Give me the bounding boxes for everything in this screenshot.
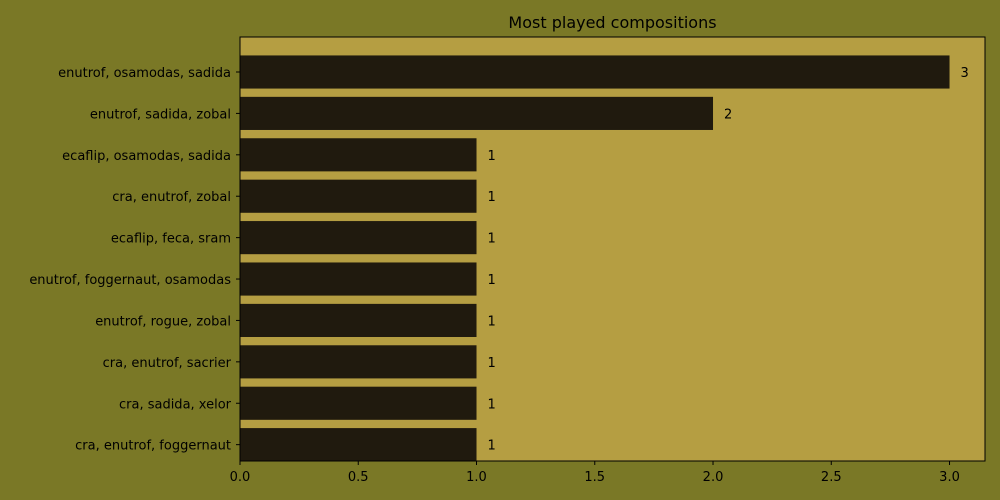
x-tick-label: 2.5 (821, 470, 842, 485)
bar (240, 262, 477, 296)
y-tick-label: ecaflip, osamodas, sadida (62, 149, 231, 164)
bar (240, 386, 477, 420)
data-label: 1 (488, 190, 496, 205)
y-tick-label: cra, enutrof, sacrier (103, 356, 232, 371)
data-label: 1 (488, 273, 496, 288)
bar (240, 428, 477, 462)
data-label: 1 (488, 356, 496, 371)
chart-title: Most played compositions (508, 13, 716, 32)
data-label: 2 (724, 107, 732, 122)
x-tick-label: 3.0 (939, 470, 960, 485)
bar (240, 345, 477, 379)
data-label: 1 (488, 439, 496, 454)
data-label: 1 (488, 397, 496, 412)
y-tick-label: ecaflip, feca, sram (111, 232, 231, 247)
bar (240, 303, 477, 337)
y-tick-label: cra, sadida, xelor (119, 397, 232, 412)
axes-frame (239, 36, 986, 462)
x-tick-label: 0.0 (230, 470, 251, 485)
x-tick-label: 1.5 (584, 470, 605, 485)
bar (240, 179, 477, 213)
y-tick-label: enutrof, sadida, zobal (90, 107, 231, 122)
axes-group: enutrof, osamodas, sadida enutrof, sadida… (29, 36, 986, 485)
bar (240, 138, 477, 172)
x-tick-label: 0.5 (348, 470, 369, 485)
x-tick-label: 2.0 (703, 470, 724, 485)
data-label: 1 (488, 149, 496, 164)
y-tick-label: cra, enutrof, zobal (112, 190, 231, 205)
data-label: 3 (961, 66, 969, 81)
bar (240, 221, 477, 255)
data-label: 1 (488, 232, 496, 247)
y-tick-label: enutrof, osamodas, sadida (58, 66, 231, 81)
y-tick-label: enutrof, foggernaut, osamodas (29, 273, 231, 288)
bars-group: 3 2 1 1 1 1 1 1 1 1 (240, 55, 969, 462)
bar (240, 96, 714, 130)
data-label: 1 (488, 314, 496, 329)
y-tick-label: enutrof, rogue, zobal (95, 314, 231, 329)
bar (240, 55, 950, 89)
x-tick-label: 1.0 (466, 470, 487, 485)
y-tick-label: cra, enutrof, foggernaut (75, 439, 231, 454)
